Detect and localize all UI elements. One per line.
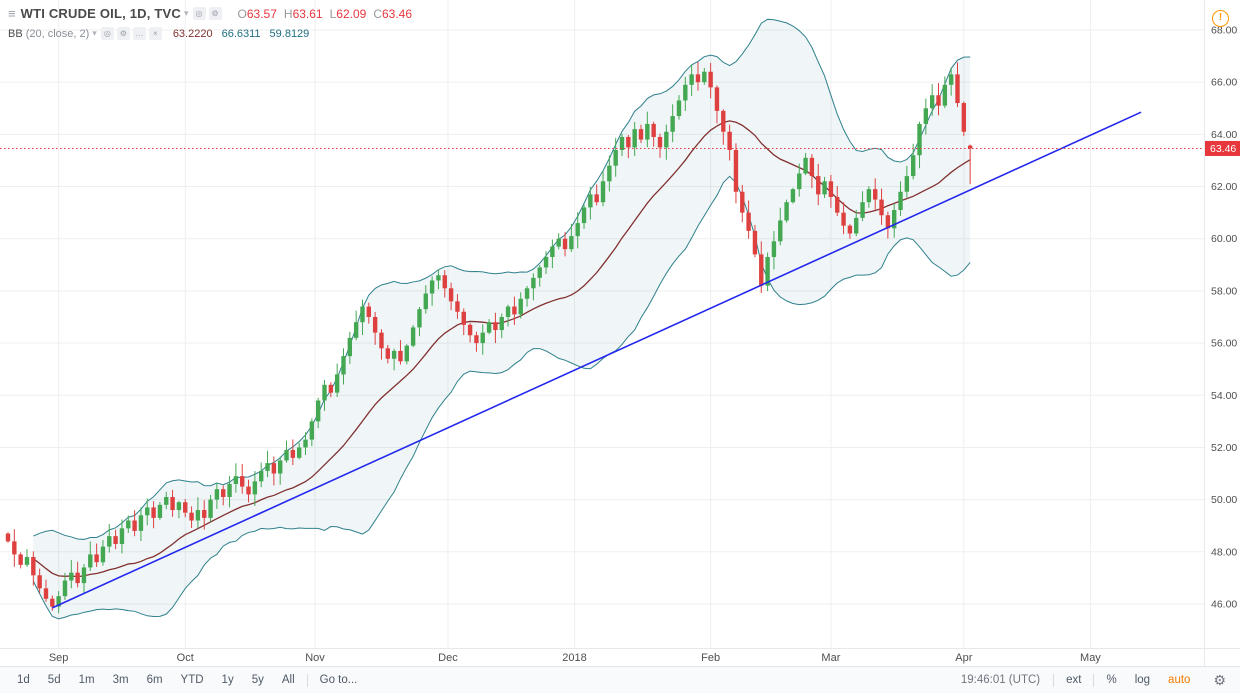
indicator-value-1: 66.6311 <box>221 27 261 40</box>
price-chart[interactable]: 68.00 66.00 64.00 62.00 60.00 58.00 56.00 54.00… <box>0 0 1240 666</box>
range-button-3m[interactable]: 3m <box>104 674 138 686</box>
time-axis-label[interactable]: 2018 <box>562 652 586 664</box>
warning-icon[interactable]: ! <box>1212 10 1229 27</box>
chevron-down-icon[interactable]: ▾ <box>92 28 97 38</box>
menu-icon[interactable]: ≡ <box>8 6 16 21</box>
clock-utc[interactable]: 19:46:01 (UTC) <box>960 674 1041 686</box>
price-tick-label: 62.00 <box>1211 181 1237 193</box>
ohlc-label-o: O <box>237 6 247 21</box>
price-tick-label: 46.00 <box>1211 598 1237 610</box>
bottom-toolbar: 1d 5d 1m 3m 6m YTD 1y 5y All Go to... 19:46:01 (… <box>0 666 1240 693</box>
range-button-5d[interactable]: 5d <box>39 674 70 686</box>
price-tick-label: 56.00 <box>1211 338 1237 350</box>
close-icon[interactable]: × <box>148 27 162 40</box>
time-axis-label[interactable]: Nov <box>305 652 325 664</box>
price-tick-label: 54.00 <box>1211 390 1237 402</box>
ohlc-value-c: 63.46 <box>382 6 413 21</box>
ohlc-label-c: C <box>373 6 382 21</box>
price-tick-label: 52.00 <box>1211 442 1237 454</box>
indicator-value-2: 59.8129 <box>269 27 310 40</box>
toolbar-right-group: 19:46:01 (UTC) ext % log auto ⚙ <box>951 672 1232 689</box>
range-button-all[interactable]: All <box>273 674 304 686</box>
eye-icon[interactable]: ◎ <box>100 27 114 40</box>
range-buttons: 1d 5d 1m 3m 6m YTD 1y 5y All <box>8 674 304 686</box>
more-icon[interactable]: … <box>132 27 146 40</box>
price-tick-label: 50.00 <box>1211 494 1237 506</box>
time-axis-label[interactable]: Sep <box>49 652 69 664</box>
trend-line[interactable] <box>51 111 1142 609</box>
price-tick-label: 58.00 <box>1211 285 1237 297</box>
time-axis-label[interactable]: Dec <box>438 652 458 664</box>
ohlc-value-h: 63.61 <box>292 6 323 21</box>
toolbar-divider <box>306 673 308 687</box>
range-button-6m[interactable]: 6m <box>138 674 172 686</box>
svg-text:63.46: 63.46 <box>1210 143 1236 155</box>
log-button[interactable]: log <box>1126 674 1159 686</box>
gear-icon[interactable]: ⚙ <box>208 7 222 20</box>
indicator-value-0: 63.2220 <box>172 27 213 40</box>
symbol-legend-row: ≡ WTI CRUDE OIL, 1D, TVC ▾ ◎ ⚙ O63.57 H63… <box>8 6 412 21</box>
eye-icon[interactable]: ◎ <box>192 7 206 20</box>
ext-button[interactable]: ext <box>1057 674 1090 686</box>
time-axis-label[interactable]: Mar <box>821 652 840 664</box>
ohlc-label-l: L <box>329 6 337 21</box>
price-tick-label: 64.00 <box>1211 129 1237 141</box>
chart-overlays <box>0 111 1205 609</box>
ohlc-values: O63.57 H63.61 L62.09 C63.46 <box>231 7 413 21</box>
ohlc-value-o: 63.57 <box>246 6 277 21</box>
time-axis-label[interactable]: Feb <box>701 652 720 664</box>
price-tick-label: 66.00 <box>1211 77 1237 89</box>
indicator-name[interactable]: BB <box>8 27 23 40</box>
range-button-1m[interactable]: 1m <box>70 674 104 686</box>
percent-button[interactable]: % <box>1097 674 1125 686</box>
range-button-ytd[interactable]: YTD <box>172 674 213 686</box>
time-axis-label[interactable]: May <box>1080 652 1101 664</box>
auto-scale-button[interactable]: auto <box>1159 674 1199 686</box>
range-button-1d[interactable]: 1d <box>8 674 39 686</box>
candlesticks <box>5 61 973 614</box>
indicator-params: (20, close, 2) <box>25 27 90 40</box>
chart-legend: ≡ WTI CRUDE OIL, 1D, TVC ▾ ◎ ⚙ O63.57 H63… <box>8 6 412 40</box>
indicator-values: 63.2220 66.6311 59.8129 <box>173 28 318 40</box>
range-button-5y[interactable]: 5y <box>243 674 273 686</box>
range-button-1y[interactable]: 1y <box>213 674 243 686</box>
toolbar-divider <box>1053 673 1055 687</box>
price-tick-label: 68.00 <box>1211 25 1237 37</box>
chart-area[interactable]: 68.00 66.00 64.00 62.00 60.00 58.00 56.00 54.00… <box>0 0 1240 666</box>
indicator-legend-row: BB (20, close, 2) ▾ ◎ ⚙ … × 63.2220 66.63… <box>8 27 412 40</box>
toolbar-divider <box>1093 673 1095 687</box>
symbol-title[interactable]: WTI CRUDE OIL, 1D, TVC <box>20 6 181 21</box>
ohlc-label-h: H <box>283 6 293 21</box>
gear-icon[interactable]: ⚙ <box>116 27 130 40</box>
price-tick-label: 48.00 <box>1211 546 1237 558</box>
time-axis-label[interactable]: Apr <box>955 652 972 664</box>
time-axis-label[interactable]: Oct <box>177 652 194 664</box>
grid-lines <box>0 0 1205 648</box>
axes: 68.00 66.00 64.00 62.00 60.00 58.00 56.00 54.00… <box>0 0 1240 666</box>
last-price-tag: 63.46 <box>1205 140 1240 156</box>
settings-gear-icon[interactable]: ⚙ <box>1213 671 1226 688</box>
chevron-down-icon[interactable]: ▾ <box>184 8 189 18</box>
ohlc-value-l: 62.09 <box>336 6 367 21</box>
price-tick-label: 60.00 <box>1211 233 1237 245</box>
goto-button[interactable]: Go to... <box>311 667 367 693</box>
